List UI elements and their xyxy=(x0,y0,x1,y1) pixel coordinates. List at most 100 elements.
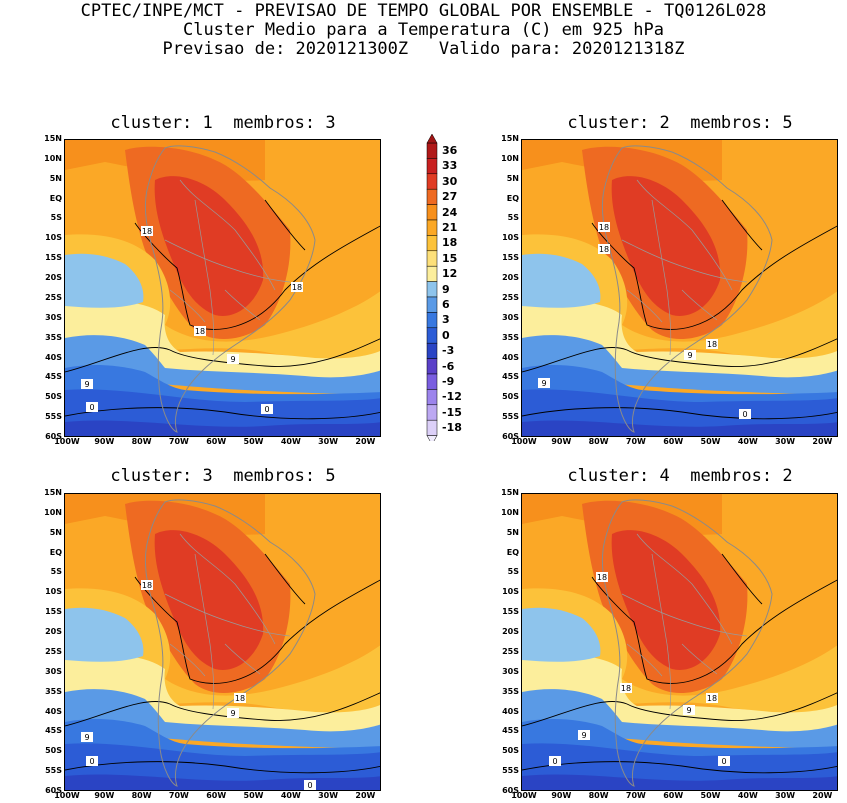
colorbar xyxy=(426,133,438,441)
colorbar-swatch xyxy=(426,235,438,252)
colorbar-swatch xyxy=(426,296,438,313)
lat-tick-label: 15N xyxy=(44,134,62,143)
lat-tick-label: EQ xyxy=(49,193,62,203)
contour-label-bg xyxy=(141,226,153,236)
colorbar-label: 9 xyxy=(442,282,450,296)
contour-line xyxy=(591,576,837,684)
lat-tick-label: 50S xyxy=(502,392,519,402)
panel-3-map: 18 18 9 9 0 0 xyxy=(64,493,381,791)
lon-tick-label: 80W xyxy=(131,791,152,800)
contour-label: 18 xyxy=(707,694,717,703)
lat-tick-label: 50S xyxy=(45,746,62,756)
lat-tick-label: 45S xyxy=(502,726,519,736)
lat-tick-label: 40S xyxy=(45,352,62,362)
contour-label: 9 xyxy=(84,733,89,742)
lat-tick-label: 15N xyxy=(501,134,519,143)
contour-label: 9 xyxy=(687,351,692,360)
lon-tick-label: 100W xyxy=(54,437,80,446)
lat-tick-label: 45S xyxy=(45,726,62,736)
contour-label: 9 xyxy=(686,706,691,715)
country-border xyxy=(179,179,276,291)
colorbar-label: 0 xyxy=(442,328,450,342)
country-border xyxy=(636,533,733,645)
contour-label-bg xyxy=(706,339,718,349)
lat-tick-label: 5N xyxy=(49,173,62,183)
colorbar-swatch xyxy=(426,281,438,298)
country-border xyxy=(626,289,663,323)
lon-tick-label: 100W xyxy=(511,437,537,446)
contour-label: 18 xyxy=(142,227,152,236)
temperature-band-red xyxy=(154,530,264,670)
lat-tick-label: 10S xyxy=(502,233,519,243)
colorbar-swatch xyxy=(426,158,438,175)
lon-tick-label: 50W xyxy=(700,437,721,446)
contour-label-bg xyxy=(227,708,239,718)
country-border xyxy=(626,643,663,677)
contour-label-bg xyxy=(620,683,632,693)
contour-label: 18 xyxy=(707,340,717,349)
panel-3-title: cluster: 3 membros: 5 xyxy=(110,466,336,486)
figure-title: CPTEC/INPE/MCT - PREVISAO DE TEMPO GLOBA… xyxy=(80,1,767,21)
lat-tick-label: 25S xyxy=(45,292,62,302)
country-border xyxy=(194,199,215,356)
lat-tick-label: 10S xyxy=(45,587,62,597)
contour-label: 9 xyxy=(84,380,89,389)
lat-tick-label: 20S xyxy=(45,273,62,283)
country-border xyxy=(621,593,748,637)
contour-line xyxy=(522,761,837,774)
temperature-band-pale-blue xyxy=(65,607,144,662)
country-border xyxy=(164,239,291,283)
lat-tick-label: 25S xyxy=(502,292,519,302)
contour-label-bg xyxy=(718,756,730,766)
contour-label-bg xyxy=(538,378,550,388)
lat-tick-label: 25S xyxy=(502,646,519,656)
lon-tick-label: 20W xyxy=(355,437,376,446)
contour-label-bg xyxy=(304,780,316,790)
lat-tick-label: 15S xyxy=(502,607,519,617)
lat-tick-label: 25S xyxy=(45,646,62,656)
lon-tick-label: 40W xyxy=(737,791,758,800)
contour-line xyxy=(721,199,763,251)
temperature-band-pale-blue xyxy=(522,607,601,662)
lat-tick-label: 10N xyxy=(501,153,519,163)
contour-label: 18 xyxy=(621,684,631,693)
colorbar-swatch xyxy=(426,250,438,267)
colorbar-label: 18 xyxy=(442,236,458,250)
contour-label: 0 xyxy=(721,757,726,766)
panel-2-title: cluster: 2 membros: 5 xyxy=(567,113,793,133)
lon-tick-label: 20W xyxy=(812,791,833,800)
colorbar-label: 15 xyxy=(442,251,458,265)
lat-tick-label: 10S xyxy=(502,587,519,597)
colorbar-label: -3 xyxy=(442,344,455,358)
country-border xyxy=(681,289,718,321)
colorbar-swatch xyxy=(426,389,438,406)
contour-label-bg xyxy=(596,572,608,582)
contour-line xyxy=(591,222,837,330)
colorbar-label: -15 xyxy=(442,405,462,419)
lon-tick-label: 50W xyxy=(700,791,721,800)
country-border xyxy=(636,179,733,291)
contour-label: 18 xyxy=(235,694,245,703)
lat-tick-label: 10N xyxy=(44,153,62,163)
contour-label-bg xyxy=(578,730,590,740)
contour-label: 18 xyxy=(195,327,205,336)
country-border xyxy=(651,199,672,356)
coastline xyxy=(144,145,316,433)
lat-tick-label: 60S xyxy=(502,786,519,795)
colorbar-swatch xyxy=(426,312,438,329)
contour-line xyxy=(721,553,763,605)
contour-label: 9 xyxy=(230,355,235,364)
lat-tick-label: 20S xyxy=(502,627,519,637)
contour-line xyxy=(65,692,380,727)
contour-label-bg xyxy=(683,705,695,715)
contour-label: 0 xyxy=(89,403,94,412)
lat-tick-label: 15S xyxy=(45,253,62,263)
lat-tick-label: 5S xyxy=(507,213,519,223)
lat-tick-label: 40S xyxy=(502,706,519,716)
lon-tick-label: 60W xyxy=(206,437,227,446)
country-border xyxy=(651,553,672,710)
lon-tick-label: 30W xyxy=(775,437,796,446)
lon-tick-label: 90W xyxy=(551,791,572,800)
colorbar-label: -12 xyxy=(442,390,462,404)
lon-tick-label: 50W xyxy=(243,791,264,800)
